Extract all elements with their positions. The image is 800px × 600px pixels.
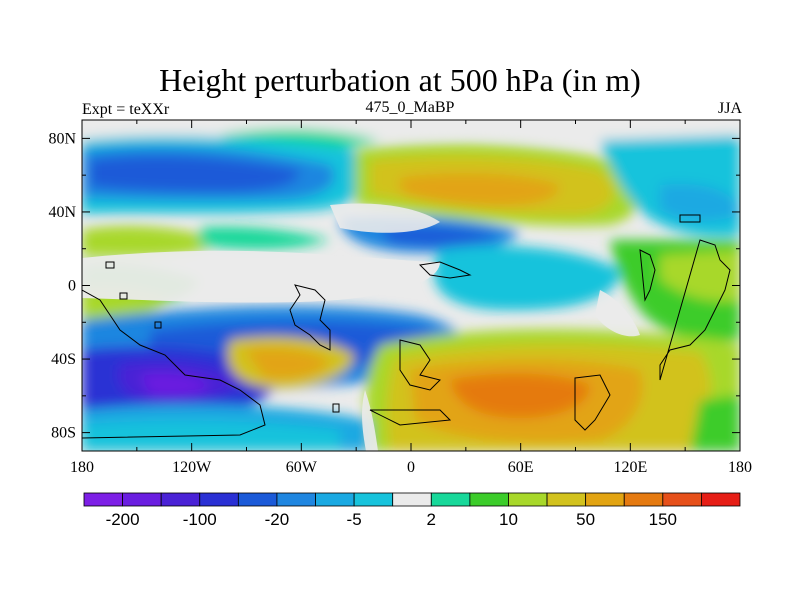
colorbar-swatch: [430, 492, 471, 507]
contour-sh-high-orange: [245, 348, 330, 380]
coastline-7: [369, 409, 452, 426]
contour-neutral-band-4: [362, 390, 378, 451]
tick-group: 180 120W 60W 0 60E 120E 180 80N 40N 0 40S 80S: [48, 120, 752, 476]
coastline-3: [399, 339, 441, 391]
y-tick-label: 40N: [48, 204, 76, 221]
colorbar-swatch: [662, 492, 702, 507]
colorbar-label: -200: [106, 510, 140, 529]
y-tick-label: 0: [68, 278, 76, 295]
contour-ne-blue: [660, 183, 740, 222]
coastline-9: [679, 214, 701, 223]
contour-neutral-band-2: [330, 203, 440, 233]
colorbar-swatch: [623, 492, 664, 507]
contour-big-high-darkorange: [450, 373, 590, 418]
colorbar-label: 10: [499, 510, 518, 529]
left-string: Expt = teXXr: [82, 101, 170, 118]
coastline-5: [659, 239, 731, 381]
contour-neutral-band-3: [595, 290, 640, 337]
coastline-4: [639, 249, 656, 302]
coastline-1: [289, 284, 331, 351]
x-tick-label: 60E: [508, 459, 534, 476]
coastline-10: [105, 261, 115, 269]
colorbar-swatch: [546, 492, 587, 507]
contour-nh-darkblue-west: [90, 155, 300, 192]
contour-neutral-band-1: [82, 250, 440, 303]
colorbar-label: 50: [576, 510, 595, 529]
coastline-2: [418, 261, 472, 279]
colorbar-label: 150: [649, 510, 677, 529]
contour-mid-green: [200, 226, 330, 250]
colorbar-label: -5: [347, 510, 362, 529]
colorbar-label: -20: [265, 510, 290, 529]
colorbar-swatch: [701, 492, 741, 507]
coastline-13: [332, 403, 340, 413]
colorbar-swatch: [508, 492, 548, 507]
coastline-8: [574, 374, 611, 431]
contour-polar-gray: [82, 120, 740, 140]
contour-trop-cyan: [433, 245, 620, 311]
contour-trop-yellow-east: [660, 250, 740, 302]
y-tick-label: 80N: [48, 130, 76, 147]
coastline-12: [154, 321, 162, 329]
coastline-6: [82, 289, 266, 439]
colorbar-swatch: [237, 492, 278, 507]
colorbar: -200 -100 -20 -5 2 10 50 150: [83, 492, 741, 529]
x-tick-label: 120W: [172, 459, 212, 476]
map-field: [82, 120, 740, 451]
x-tick-label: 180: [728, 459, 752, 476]
colorbar-swatch: [122, 492, 162, 507]
contour-sp-green-east: [690, 395, 740, 451]
contour-nh-high-orange: [400, 173, 560, 207]
colorbar-swatch: [276, 492, 316, 507]
contour-sh-core-purple: [140, 373, 210, 396]
x-tick-label: 180: [70, 459, 94, 476]
colorbar-swatch: [199, 492, 239, 507]
colorbar-swatch: [83, 492, 123, 507]
y-tick-label: 40S: [51, 351, 76, 368]
colorbar-swatch: [353, 492, 394, 507]
coastline-group: [82, 214, 731, 439]
right-string: JJA: [717, 100, 742, 117]
colorbar-swatch: [160, 492, 201, 507]
colorbar-label: 2: [427, 510, 436, 529]
center-string: 475_0_MaBP: [365, 99, 455, 116]
x-tick-label: 120E: [613, 459, 647, 476]
contour-mid-yellowgreen: [82, 225, 220, 257]
colorbar-label: -100: [183, 510, 217, 529]
coastline-11: [119, 292, 128, 300]
chart-title: Height perturbation at 500 hPa (in m): [159, 62, 641, 98]
colorbar-swatch: [585, 492, 625, 507]
x-tick-label: 60W: [286, 459, 318, 476]
colorbar-swatch: [315, 492, 355, 507]
colorbar-swatch: [392, 492, 432, 507]
y-tick-label: 80S: [51, 425, 76, 442]
x-tick-label: 0: [407, 459, 415, 476]
colorbar-swatch: [469, 492, 509, 507]
